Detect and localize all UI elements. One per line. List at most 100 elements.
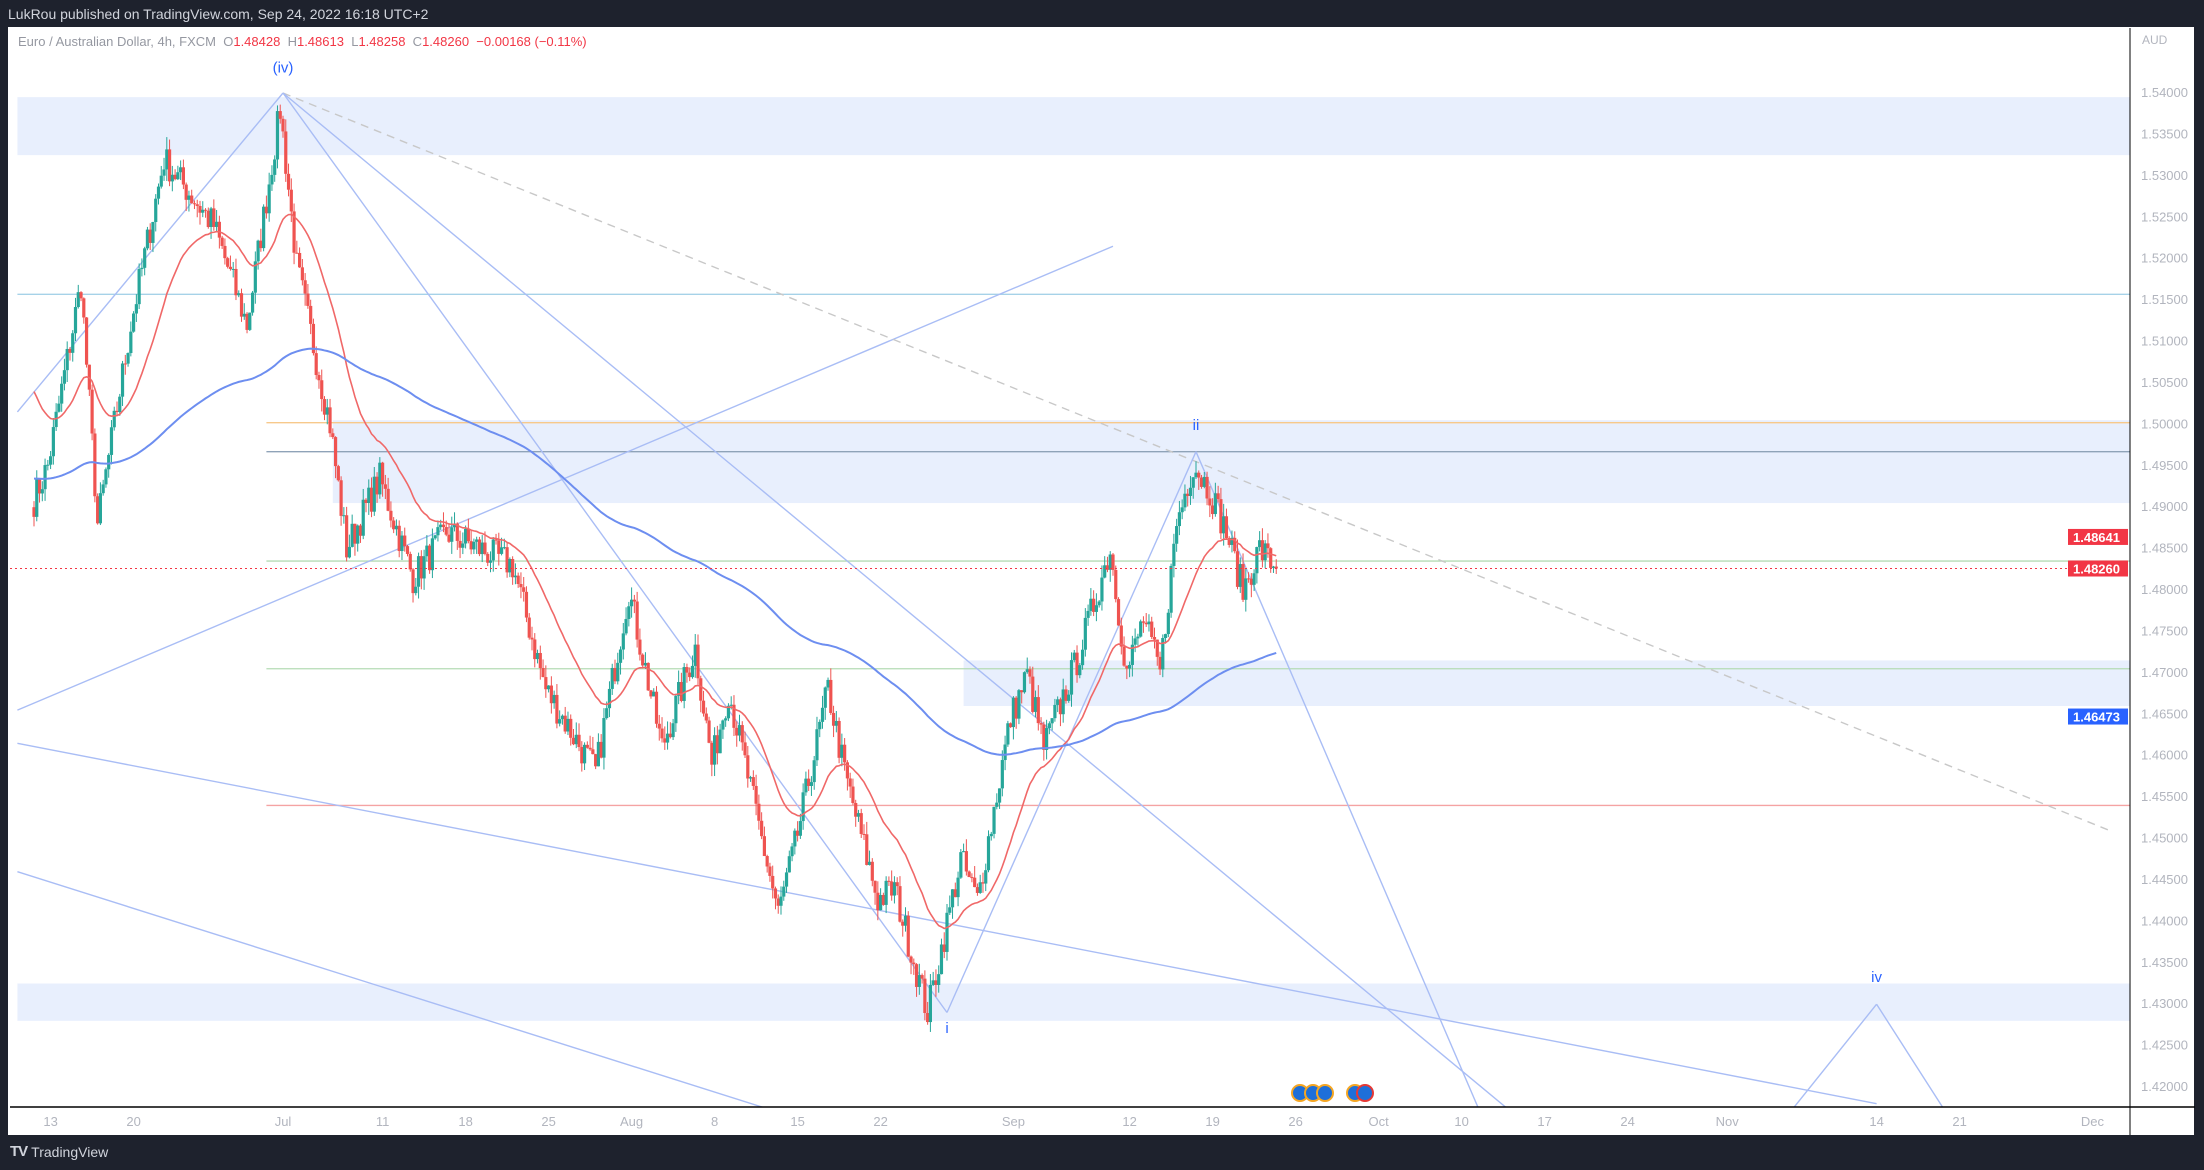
candle-body [502, 547, 506, 549]
candle-body [112, 410, 116, 428]
candle-body [923, 978, 927, 1014]
candle-body [812, 760, 816, 783]
candle-body [790, 846, 794, 857]
candle-body [1036, 697, 1040, 724]
candle-body [62, 370, 67, 384]
candle-body [394, 525, 399, 530]
candle-body [843, 744, 847, 763]
ma-slow-line [33, 347, 1277, 756]
candle-body [776, 898, 780, 906]
candle-body [618, 649, 623, 663]
candle-body [1033, 697, 1038, 712]
trend-line [282, 92, 948, 1013]
candle-body [1111, 554, 1115, 570]
candle-body [201, 209, 205, 213]
candle-body [1116, 599, 1121, 626]
candle-body [582, 744, 587, 764]
candle-body [585, 744, 589, 748]
candle-body [256, 240, 260, 262]
candle-body [167, 149, 172, 182]
candle-body [480, 542, 484, 555]
candle-body [901, 921, 905, 926]
candle-body [997, 788, 1002, 803]
candle-body [46, 464, 50, 466]
candle-body [57, 403, 61, 412]
candle-body [328, 407, 332, 434]
candle-body [198, 205, 202, 213]
candle-body [383, 484, 387, 489]
time-tick: Aug [620, 1114, 643, 1129]
candle-body [392, 520, 396, 530]
candle-body [898, 886, 902, 922]
tradingview-logo[interactable]: TV TradingView [10, 1143, 108, 1160]
candle-body [333, 437, 338, 467]
candle-body [414, 586, 418, 594]
candle-body [516, 575, 520, 584]
candle-body [605, 708, 609, 719]
candle-body [862, 833, 866, 835]
candle-body [96, 496, 100, 524]
candle-body [1258, 540, 1262, 548]
candle-body [1125, 665, 1129, 669]
candle-body [419, 556, 423, 579]
candle-body [674, 695, 678, 724]
candle-body [1166, 612, 1170, 635]
candle-body [436, 527, 440, 536]
candle-body [1006, 723, 1010, 745]
candle-body [1144, 622, 1148, 625]
time-tick: 25 [541, 1114, 555, 1129]
candle-body [494, 539, 498, 541]
candle-body [831, 712, 836, 726]
candle-body [903, 915, 908, 926]
candle-body [444, 527, 448, 535]
candle-body [242, 313, 246, 317]
candle-body [389, 510, 393, 521]
time-tick: 13 [43, 1114, 57, 1129]
zone-box [17, 97, 2130, 156]
candle-body [787, 856, 791, 873]
candle-body [948, 907, 952, 913]
candle-body [533, 639, 537, 660]
candle-body [1045, 728, 1049, 750]
candle-body [405, 546, 410, 554]
candle-body [1252, 573, 1256, 585]
candle-body [699, 678, 703, 701]
candle-body [497, 540, 501, 554]
currency-label: AUD [2142, 33, 2168, 47]
candle-body [353, 523, 357, 544]
candle-body [1003, 744, 1007, 761]
candle-body [566, 718, 570, 732]
candle-body [649, 690, 653, 697]
candle-body [416, 556, 421, 587]
candle-body [571, 737, 576, 745]
candle-body [1233, 537, 1237, 552]
candle-body [981, 882, 985, 884]
candle-body [765, 856, 769, 867]
candle-body [732, 704, 736, 728]
candle-body [428, 545, 432, 571]
candle-body [909, 956, 913, 963]
candle-body [992, 806, 996, 834]
time-tick: Sep [1002, 1114, 1025, 1129]
candle-body [486, 553, 490, 563]
candle-body [793, 830, 797, 847]
candle-body [35, 479, 39, 517]
time-tick: Jul [275, 1114, 292, 1129]
candle-body [760, 820, 764, 837]
candle-body [865, 834, 869, 865]
candle-body [715, 735, 719, 754]
candle-body [959, 852, 963, 878]
candle-body [1274, 566, 1278, 569]
candle-body [336, 466, 340, 481]
candle-body [1147, 621, 1151, 625]
candle-body [914, 964, 919, 987]
candle-body [93, 433, 97, 497]
candle-body [1211, 505, 1215, 515]
logo-text: TradingView [31, 1143, 109, 1160]
candle-body [408, 553, 412, 570]
candle-body [215, 221, 219, 227]
candle-body [574, 734, 578, 745]
candle-body [876, 892, 880, 911]
